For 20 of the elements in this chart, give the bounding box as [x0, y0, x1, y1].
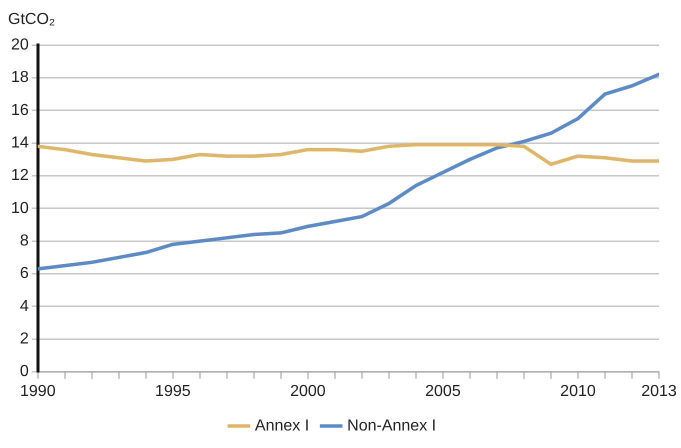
- y-tick-label: 8: [20, 232, 29, 250]
- y-tick-label: 6: [20, 265, 29, 282]
- legend-label: Annex I: [254, 417, 310, 434]
- y-tick-label: 16: [11, 102, 29, 119]
- x-tick-label: 2013: [641, 382, 677, 400]
- y-tick-label: 10: [11, 200, 29, 217]
- y-axis-title: GtCO₂: [8, 11, 56, 28]
- y-tick-label: 18: [11, 69, 29, 86]
- y-tick-label: 2: [20, 330, 29, 348]
- legend-label: Non-Annex I: [347, 417, 436, 434]
- y-tick-label: 4: [20, 298, 29, 315]
- y-tick-label: 0: [20, 363, 29, 380]
- y-tick-label: 20: [11, 36, 29, 54]
- x-tick-label: 2005: [425, 382, 461, 400]
- x-tick-label: 2010: [560, 382, 596, 400]
- y-tick-label: 12: [11, 167, 29, 184]
- x-tick-label: 1995: [155, 382, 191, 400]
- y-tick-label: 14: [11, 134, 29, 152]
- x-tick-label: 1990: [20, 382, 56, 400]
- x-tick-label: 2000: [290, 382, 326, 400]
